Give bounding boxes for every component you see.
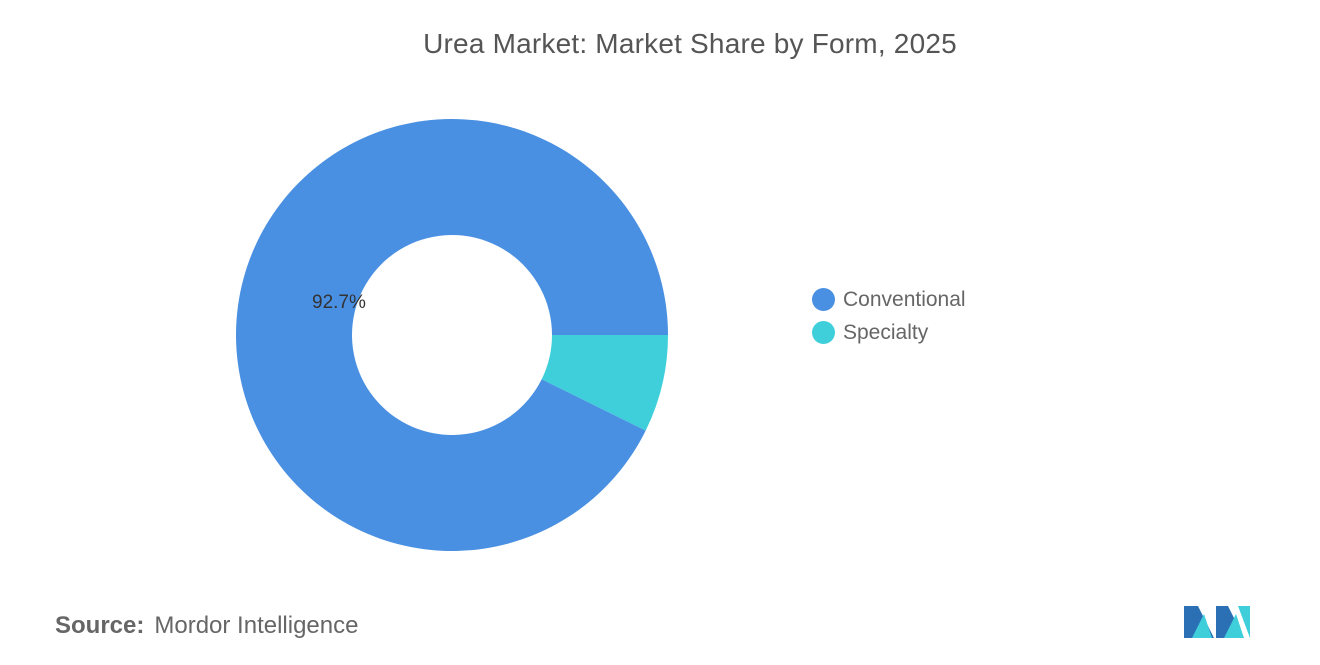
data-label-conventional: 92.7% xyxy=(312,292,366,313)
source-note: Source: Mordor Intelligence xyxy=(55,612,358,640)
slice-conventional[interactable] xyxy=(236,118,669,551)
legend-label-conventional: Conventional xyxy=(843,287,966,311)
legend-item-conventional[interactable]: Conventional xyxy=(812,283,966,316)
mordor-intelligence-logo-icon xyxy=(1184,606,1250,638)
slice-specialty[interactable] xyxy=(541,335,668,431)
legend-label-specialty: Specialty xyxy=(843,320,929,344)
chart-legend: Conventional Specialty xyxy=(812,283,966,349)
source-text: Mordor Intelligence xyxy=(154,612,359,639)
legend-swatch-specialty xyxy=(812,321,835,344)
legend-item-specialty[interactable]: Specialty xyxy=(812,316,966,349)
source-label: Source: xyxy=(55,612,145,639)
legend-swatch-conventional xyxy=(812,288,835,311)
chart-title: Urea Market: Market Share by Form, 2025 xyxy=(423,28,957,59)
